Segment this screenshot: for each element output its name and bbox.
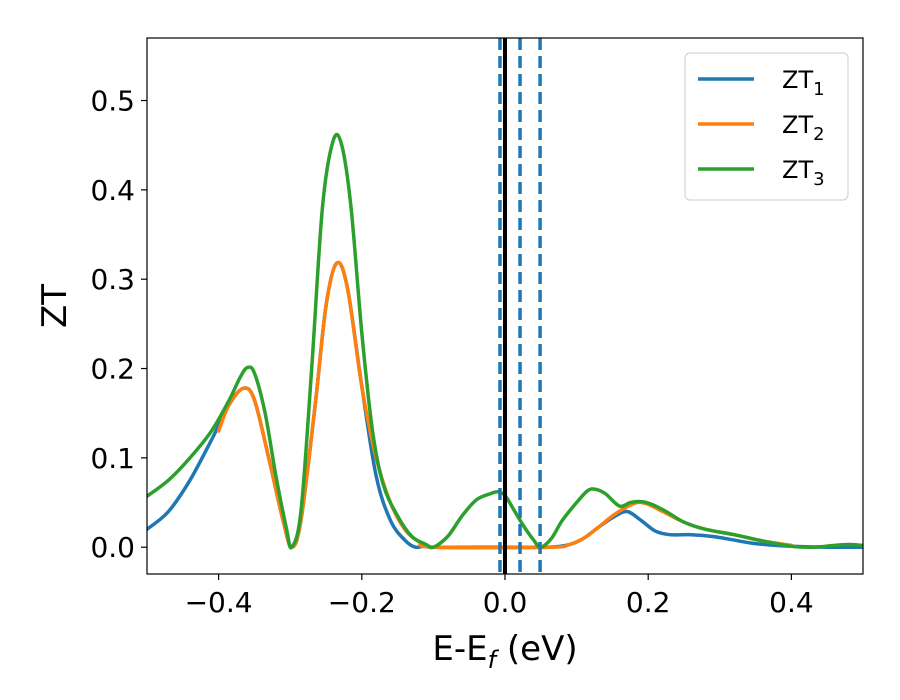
- series-layer: [147, 132, 863, 550]
- x-axis-title: E-Ef (eV): [432, 629, 577, 674]
- y-tick-label: 0.3: [90, 263, 135, 296]
- x-tick-label: 0.4: [769, 586, 814, 619]
- y-tick-label: 0.4: [90, 174, 135, 207]
- series-line-zt3: [147, 132, 863, 550]
- x-tick-label: 0.0: [483, 586, 528, 619]
- legend: ZT1 ZT2 ZT3: [684, 52, 849, 201]
- x-tick-label: −0.4: [185, 586, 253, 619]
- vertical-reference-lines: [498, 38, 542, 574]
- x-axis-title-main: E-E: [432, 629, 487, 669]
- y-axis-title: ZT: [35, 284, 75, 328]
- x-tick-label: 0.2: [626, 586, 671, 619]
- y-tick-label: 0.5: [90, 85, 135, 118]
- legend-label-1: ZT1: [782, 66, 825, 100]
- legend-label-2: ZT2: [782, 111, 825, 145]
- y-tick-label: 0.2: [90, 353, 135, 386]
- y-axis-ticks: 0.0 0.1 0.2 0.3 0.4 0.5: [90, 85, 147, 564]
- x-axis-title-unit: (eV): [496, 629, 578, 669]
- legend-box: [684, 52, 849, 201]
- y-tick-label: 0.0: [90, 531, 135, 564]
- x-tick-label: −0.2: [328, 586, 396, 619]
- legend-label-3: ZT3: [782, 156, 825, 190]
- y-tick-label: 0.1: [90, 442, 135, 475]
- x-axis-ticks: −0.4 −0.2 0.0 0.2 0.4: [185, 574, 814, 619]
- legend-entries: ZT1 ZT2 ZT3: [698, 66, 825, 190]
